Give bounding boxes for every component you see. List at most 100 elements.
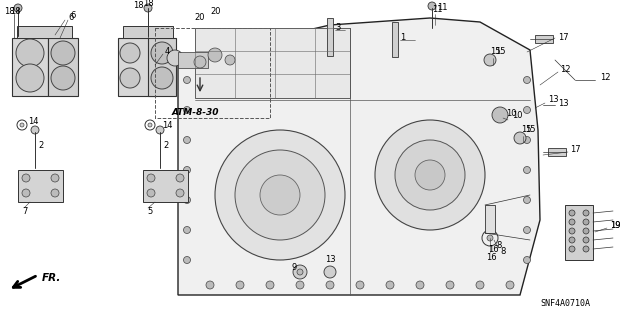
Circle shape <box>375 120 485 230</box>
Circle shape <box>569 210 575 216</box>
Text: 11: 11 <box>437 4 447 12</box>
Circle shape <box>583 219 589 225</box>
Circle shape <box>583 228 589 234</box>
Bar <box>18 170 63 202</box>
Circle shape <box>16 39 44 67</box>
Text: SNF4A0710A: SNF4A0710A <box>540 299 590 308</box>
Circle shape <box>16 64 44 92</box>
Circle shape <box>324 266 336 278</box>
Circle shape <box>569 219 575 225</box>
Text: ATM-8-30: ATM-8-30 <box>172 108 219 117</box>
Text: 8: 8 <box>500 248 506 256</box>
Circle shape <box>20 123 24 127</box>
Circle shape <box>156 126 164 134</box>
Text: 14: 14 <box>162 121 173 130</box>
Circle shape <box>120 68 140 88</box>
Circle shape <box>266 281 274 289</box>
Bar <box>485 205 495 233</box>
Circle shape <box>51 174 59 182</box>
Circle shape <box>297 269 303 275</box>
Circle shape <box>415 160 445 190</box>
Text: 20: 20 <box>195 13 205 23</box>
Circle shape <box>22 174 30 182</box>
Text: 9: 9 <box>292 263 297 272</box>
Circle shape <box>184 137 191 144</box>
Circle shape <box>524 77 531 84</box>
Polygon shape <box>178 18 540 295</box>
Circle shape <box>51 66 75 90</box>
Circle shape <box>151 42 173 64</box>
Text: 4: 4 <box>165 48 170 56</box>
Circle shape <box>293 265 307 279</box>
Text: 13: 13 <box>548 95 559 105</box>
Circle shape <box>235 150 325 240</box>
Text: 14: 14 <box>28 117 38 127</box>
Circle shape <box>184 256 191 263</box>
Bar <box>565 205 593 260</box>
Circle shape <box>428 2 436 10</box>
Text: 16: 16 <box>486 254 497 263</box>
Circle shape <box>22 189 30 197</box>
Text: 11: 11 <box>432 5 442 14</box>
Bar <box>548 148 566 156</box>
Circle shape <box>215 130 345 260</box>
Circle shape <box>524 107 531 114</box>
Circle shape <box>14 4 22 12</box>
Circle shape <box>524 256 531 263</box>
Text: 18: 18 <box>133 2 143 11</box>
Text: FR.: FR. <box>42 273 61 283</box>
Circle shape <box>147 174 155 182</box>
Text: 18: 18 <box>143 0 154 9</box>
Text: 10: 10 <box>512 110 522 120</box>
Bar <box>392 22 398 57</box>
Circle shape <box>260 175 300 215</box>
Circle shape <box>524 167 531 174</box>
Circle shape <box>147 189 155 197</box>
Text: 15: 15 <box>525 125 536 135</box>
Bar <box>118 38 156 96</box>
Circle shape <box>524 137 531 144</box>
Circle shape <box>487 235 493 241</box>
Bar <box>12 38 48 96</box>
Circle shape <box>296 281 304 289</box>
Circle shape <box>492 107 508 123</box>
Text: 12: 12 <box>560 65 570 75</box>
Bar <box>155 28 270 118</box>
Text: 7: 7 <box>22 207 28 217</box>
Circle shape <box>484 54 496 66</box>
Bar <box>327 18 333 56</box>
Text: 1: 1 <box>400 33 405 42</box>
Bar <box>48 38 78 96</box>
Bar <box>195 28 350 98</box>
Circle shape <box>184 197 191 204</box>
Bar <box>123 26 173 38</box>
Circle shape <box>151 67 173 89</box>
Text: 13: 13 <box>325 256 335 264</box>
Text: 15: 15 <box>490 48 500 56</box>
Circle shape <box>176 174 184 182</box>
Text: 2: 2 <box>163 140 168 150</box>
Circle shape <box>356 281 364 289</box>
Bar <box>148 38 176 96</box>
Bar <box>178 52 208 68</box>
Circle shape <box>120 43 140 63</box>
Text: 18: 18 <box>10 6 20 16</box>
Circle shape <box>51 189 59 197</box>
Circle shape <box>569 237 575 243</box>
Circle shape <box>51 41 75 65</box>
Circle shape <box>386 281 394 289</box>
Text: 2: 2 <box>38 140 44 150</box>
Circle shape <box>446 281 454 289</box>
Text: 17: 17 <box>570 145 580 154</box>
Bar <box>535 35 553 43</box>
Bar <box>17 26 72 38</box>
Text: 18: 18 <box>4 8 15 17</box>
Text: 19: 19 <box>610 220 621 229</box>
Text: 17: 17 <box>558 33 568 41</box>
Text: 12: 12 <box>600 73 611 83</box>
Text: 15: 15 <box>495 48 506 56</box>
Circle shape <box>524 197 531 204</box>
Circle shape <box>476 281 484 289</box>
Circle shape <box>514 132 526 144</box>
Text: 6: 6 <box>68 13 74 23</box>
